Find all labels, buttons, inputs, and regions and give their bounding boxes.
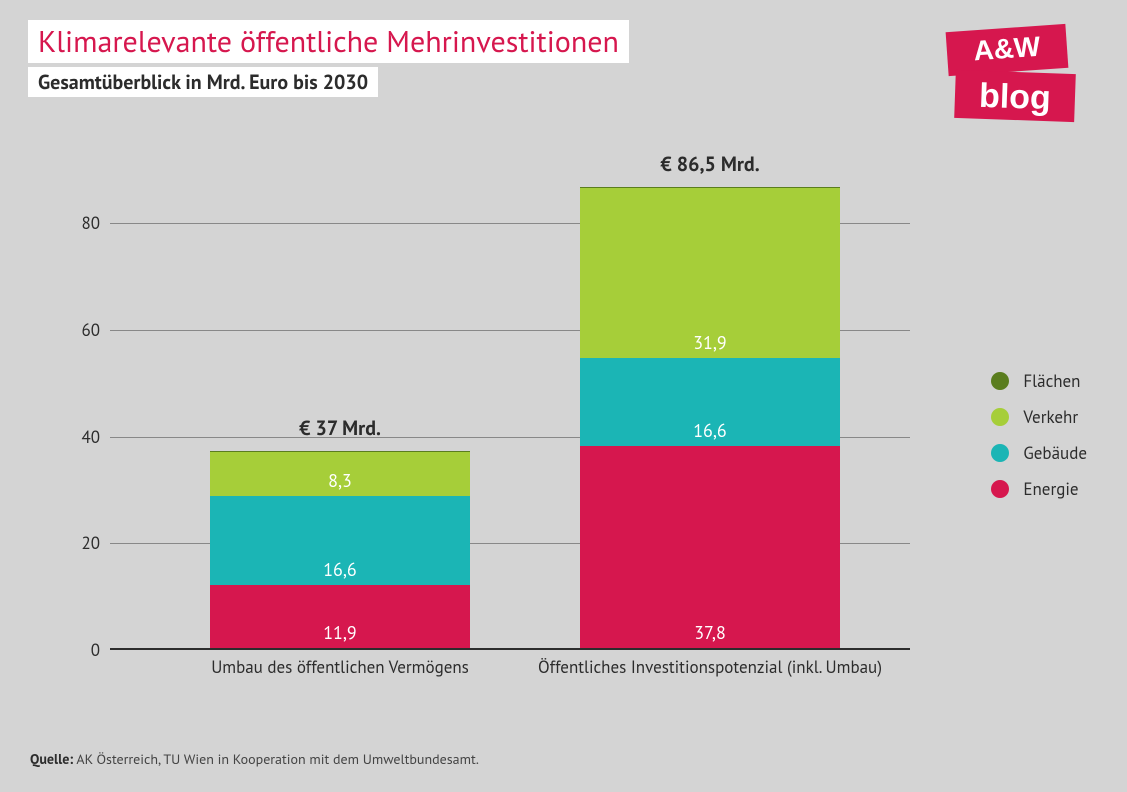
legend-label: Verkehr — [1023, 406, 1078, 428]
chart-subtitle: Gesamtüberblick in Mrd. Euro bis 2030 — [38, 69, 368, 95]
segment-value-label: 8,3 — [328, 469, 352, 496]
segment-value-label: 16,6 — [323, 558, 356, 585]
legend-label: Flächen — [1023, 370, 1080, 392]
legend-item-gebaeude: Gebäude — [991, 442, 1087, 464]
legend-label: Gebäude — [1023, 442, 1087, 464]
title-box: Klimarelevante öffentliche Mehrinvestiti… — [28, 20, 629, 63]
subtitle-box: Gesamtüberblick in Mrd. Euro bis 2030 — [28, 67, 378, 97]
logo-line1: A&W — [972, 31, 1041, 67]
bar-segment-energie: 37,8 — [580, 446, 840, 648]
plot-area: 0204060808,316,611,9€ 37 Mrd.Umbau des ö… — [110, 170, 910, 650]
y-tick-label: 40 — [81, 426, 100, 448]
x-category-label: Öffentliches Investitionspotenzial (inkl… — [510, 656, 910, 678]
bar-segment-gebaeude: 16,6 — [580, 358, 840, 447]
legend-swatch — [991, 480, 1009, 498]
bar-segment-verkehr: 8,3 — [210, 452, 470, 496]
legend-swatch — [991, 444, 1009, 462]
legend-item-flaechen: Flächen — [991, 370, 1087, 392]
y-tick-label: 20 — [81, 532, 100, 554]
segment-value-label: 31,9 — [693, 331, 726, 358]
y-tick-label: 80 — [81, 212, 100, 234]
source-text: AK Österreich, TU Wien in Kooperation mi… — [73, 750, 479, 768]
chart-header: Klimarelevante öffentliche Mehrinvestiti… — [28, 20, 629, 97]
bar-segment-gebaeude: 16,6 — [210, 496, 470, 585]
aw-blog-logo: A&W blog — [937, 20, 1087, 135]
y-tick-label: 0 — [91, 639, 100, 661]
legend-item-energie: Energie — [991, 478, 1087, 500]
logo-line2: blog — [978, 77, 1051, 117]
chart-title: Klimarelevante öffentliche Mehrinvestiti… — [38, 22, 619, 61]
segment-value-label: 37,8 — [694, 621, 726, 648]
bar-group: 8,316,611,9€ 37 Mrd.Umbau des öffentlich… — [210, 451, 470, 648]
legend: Flächen Verkehr Gebäude Energie — [991, 370, 1087, 514]
bar-total-label: € 86,5 Mrd. — [580, 151, 840, 177]
segment-value-label: 11,9 — [323, 621, 356, 648]
bar-segment-verkehr: 31,9 — [580, 188, 840, 358]
legend-swatch — [991, 372, 1009, 390]
bar-segment-energie: 11,9 — [210, 585, 470, 648]
legend-label: Energie — [1023, 478, 1078, 500]
source-prefix: Quelle: — [30, 750, 73, 768]
x-category-label: Umbau des öffentlichen Vermögens — [140, 656, 540, 678]
source-line: Quelle: AK Österreich, TU Wien in Kooper… — [30, 750, 479, 768]
bar-total-label: € 37 Mrd. — [210, 415, 470, 441]
segment-value-label: 16,6 — [693, 419, 726, 446]
bar-group: 31,916,637,8€ 86,5 Mrd.Öffentliches Inve… — [580, 187, 840, 648]
chart-area: 0 20 40 60 80 8,3 16,6 11,9 € 37 Mrd. Umbau des ö… — [60, 170, 910, 690]
legend-item-verkehr: Verkehr — [991, 406, 1087, 428]
legend-swatch — [991, 408, 1009, 426]
y-tick-label: 60 — [81, 319, 100, 341]
